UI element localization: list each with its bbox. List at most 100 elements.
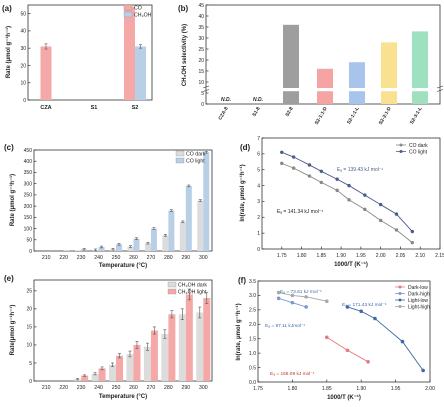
panel-e-x-tick-label: 230	[77, 385, 86, 391]
panel-e-bar-ch3oh-dark	[178, 314, 186, 381]
panel-b-x-tick-label: S2-3:1-D	[378, 106, 393, 126]
panel-c-bar-co-dark	[162, 235, 169, 251]
panel-c-bar-co-dark	[179, 221, 186, 251]
panel-f-data-point	[400, 339, 405, 344]
panel-f-x-tick-label: 1.95	[391, 386, 401, 392]
panel-b-bar	[317, 68, 333, 104]
panel-a-x-tick-label: S2	[132, 105, 139, 111]
panel-f-data-point	[290, 293, 295, 298]
panel-a-bar-co	[40, 46, 52, 100]
panel-b-x-tick-label: S2-3:1-L	[409, 106, 424, 125]
panel-a-y-tick-label: 10	[20, 81, 26, 87]
panel-d-legend-marker	[399, 143, 403, 147]
panel-e-bar-ch3oh-light	[168, 314, 176, 381]
panel-f-y-tick-label: 3.0	[249, 293, 256, 299]
panel-b-x-tick-label: S2-8	[284, 106, 294, 118]
panel-f-series-line	[347, 306, 424, 371]
panel-d-data-point	[394, 212, 399, 216]
panel-c-legend-label: CO light	[186, 159, 205, 165]
panel-e-legend-swatch	[167, 288, 177, 295]
panel-a-y-tick-label: 50	[20, 11, 26, 17]
panel-b-bar	[283, 24, 299, 104]
panel-f-data-point	[304, 305, 308, 309]
panel-f-ea-annotation: Eₐ = 73.61 kJ mol⁻¹	[280, 289, 322, 295]
panel-d-data-point	[319, 169, 324, 173]
panel-e-bar-ch3oh-dark	[196, 312, 204, 381]
panel-f-plot-frame	[257, 280, 431, 383]
panel-a-bar-ch3oh	[135, 46, 146, 100]
panel-c-x-tick-label: 270	[147, 255, 156, 261]
panel-c-x-axis-label: Temperature (°C)	[99, 263, 147, 269]
panel-e-bar-ch3oh-light	[133, 344, 141, 381]
panel-b-y-tick-label: 5	[201, 91, 204, 97]
panel-d-data-point	[335, 188, 339, 193]
panel-d-data-point	[363, 207, 367, 212]
panel-b-bar	[349, 62, 365, 104]
panel-e-legend-swatch	[167, 281, 177, 288]
panel-f-y-tick-label: 3.5	[249, 279, 256, 285]
panel-f-y-tick-label: 0.0	[249, 380, 256, 386]
panel-a-legend-label: CO	[134, 6, 142, 12]
panel-f-ea-annotation: Eₐ = 97.11 kJmol⁻¹	[265, 323, 305, 329]
panel-d-y-tick-label: 1	[257, 231, 260, 237]
panel-c-y-tick-label: 100	[24, 226, 33, 232]
panel-f-data-point	[366, 360, 370, 364]
panel-c-y-tick-label: 50	[26, 238, 32, 244]
panel-a-plot-frame	[27, 4, 153, 101]
panel-b-y-tick-label: 0	[201, 102, 204, 108]
panel-b-nd-label: N.D.	[253, 97, 263, 103]
panel-e-bar-ch3oh-dark	[126, 353, 134, 381]
panel-f-series-line	[278, 292, 327, 302]
panel-d-y-tick-label: 7	[257, 136, 260, 142]
panel-f-data-point	[276, 290, 281, 295]
panel-f-legend-label: Light-high	[408, 304, 430, 310]
panel-b-y-tick-label: 25	[198, 47, 204, 53]
panel-c-x-tick-label: 240	[94, 255, 103, 261]
panel-b-axis-break-mark	[202, 89, 210, 92]
panel-f-y-tick-label: 0.5	[249, 365, 256, 371]
panel-e-y-tick-label: 25	[26, 289, 32, 295]
panel-a-bar-co	[124, 6, 135, 101]
panel-e-x-tick-label: 240	[94, 385, 103, 391]
panel-e-bar-ch3oh-dark	[161, 334, 169, 381]
panel-f-data-point	[345, 305, 350, 309]
panel-e-bar-ch3oh-light	[81, 375, 89, 381]
panel-e-x-tick-label: 280	[164, 385, 173, 391]
panel-c-y-tick-label: 450	[24, 148, 33, 154]
panel-d-x-tick-label: 1.95	[356, 253, 366, 259]
panel-b-y-tick-label: 30	[198, 36, 204, 42]
panel-b-y-tick-label: 35	[198, 25, 204, 31]
panel-d-x-tick-label: 1.80	[297, 253, 307, 259]
panel-e-bar-ch3oh-light	[116, 355, 124, 381]
panel-f-data-point	[345, 348, 350, 353]
panel-d-plot-frame	[261, 137, 441, 250]
panel-e-bar-ch3oh-light	[150, 330, 158, 381]
panel-b-axis-break	[206, 88, 440, 92]
panel-d-ea-annotation-light: Eₐ = 139.43 kJ mol⁻¹	[337, 167, 384, 173]
panel-b-y-axis-label: CH₃OH selectivity (%)	[182, 24, 188, 86]
panel-b-x-tick-label: S1-8	[251, 106, 261, 118]
panel-a-y-tick-label: 40	[20, 29, 26, 35]
panel-e-y-tick-label: 10	[26, 343, 32, 349]
panel-d-data-point	[410, 229, 415, 234]
panel-f-x-tick-label: 2.00	[425, 386, 435, 392]
panel-c-x-tick-label: 220	[59, 255, 68, 261]
panel-d-y-tick-label: 4	[257, 183, 260, 189]
panel-d-x-tick-label: 2.05	[396, 253, 406, 259]
panel-a-panel-label: (a)	[2, 4, 12, 13]
panel-d-y-tick-label: 5	[257, 168, 260, 174]
panel-e-bar-ch3oh-light	[203, 298, 211, 381]
panel-e-x-tick-label: 260	[129, 385, 138, 391]
panel-a-y-axis-label: Rate (μmol g⁻¹h⁻¹)	[5, 26, 12, 78]
panel-c-x-tick-label: 230	[77, 255, 86, 261]
panel-b-axis-break-mark	[202, 85, 210, 89]
panel-f-data-point	[359, 309, 364, 314]
panel-b-x-tick-label: S2-1:1-L	[346, 106, 361, 125]
panel-d-data-point	[319, 180, 324, 185]
panel-f-data-point	[304, 295, 308, 299]
panel-e-x-tick-label: 300	[199, 385, 208, 391]
panel-a-y-tick-label: 0	[23, 98, 26, 104]
panel-f-ea-annotation: Eₐ = 171.43 kJ mol⁻¹	[342, 302, 387, 308]
panel-a-legend-swatch	[123, 11, 133, 18]
panel-d-x-tick-label: 2.10	[415, 253, 425, 259]
